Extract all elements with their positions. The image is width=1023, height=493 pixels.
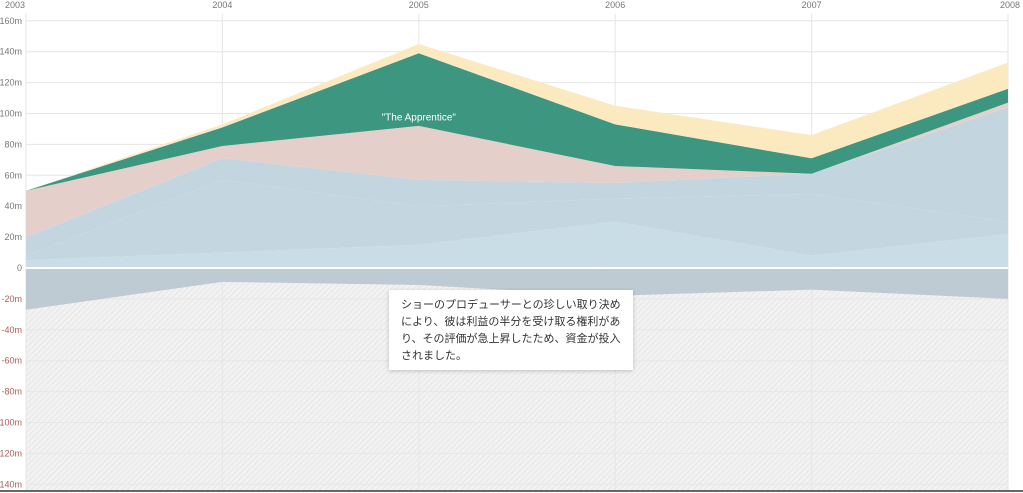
x-tick-label: 2005 — [409, 0, 429, 10]
x-tick-label: 2003 — [5, 0, 25, 10]
y-tick-label: -60m — [1, 356, 22, 366]
area-series-1 — [26, 179, 1008, 261]
area-series-4 — [26, 53, 1008, 191]
x-tick-label: 2004 — [212, 0, 232, 10]
y-tick-label: 140m — [0, 47, 22, 57]
annotation-note: ショーのプロデューサーとの珍しい取り決めにより、彼は利益の半分を受け取る権利があ… — [389, 290, 633, 370]
y-tick-label: -100m — [0, 418, 22, 428]
area-series-2 — [26, 107, 1008, 256]
area-series-3 — [26, 102, 1008, 238]
y-tick-label: 160m — [0, 16, 22, 26]
area-series-0 — [26, 221, 1008, 268]
y-tick-label: -120m — [0, 448, 22, 458]
x-tick-label: 2008 — [1000, 0, 1020, 10]
y-tick-label: 120m — [0, 78, 22, 88]
y-tick-label: -80m — [1, 387, 22, 397]
y-tick-label: -20m — [1, 294, 22, 304]
annotation-label: "The Apprentice" — [382, 112, 457, 123]
area-series-negative — [26, 268, 1008, 310]
x-tick-label: 2006 — [605, 0, 625, 10]
y-tick-label: 20m — [4, 232, 22, 242]
y-tick-label: 40m — [4, 201, 22, 211]
y-tick-label: 60m — [4, 170, 22, 180]
y-tick-label: 0 — [17, 263, 22, 273]
x-tick-label: 2007 — [802, 0, 822, 10]
y-tick-label: -140m — [0, 479, 22, 489]
y-tick-label: 100m — [0, 109, 22, 119]
y-tick-label: 80m — [4, 139, 22, 149]
y-tick-label: -40m — [1, 325, 22, 335]
